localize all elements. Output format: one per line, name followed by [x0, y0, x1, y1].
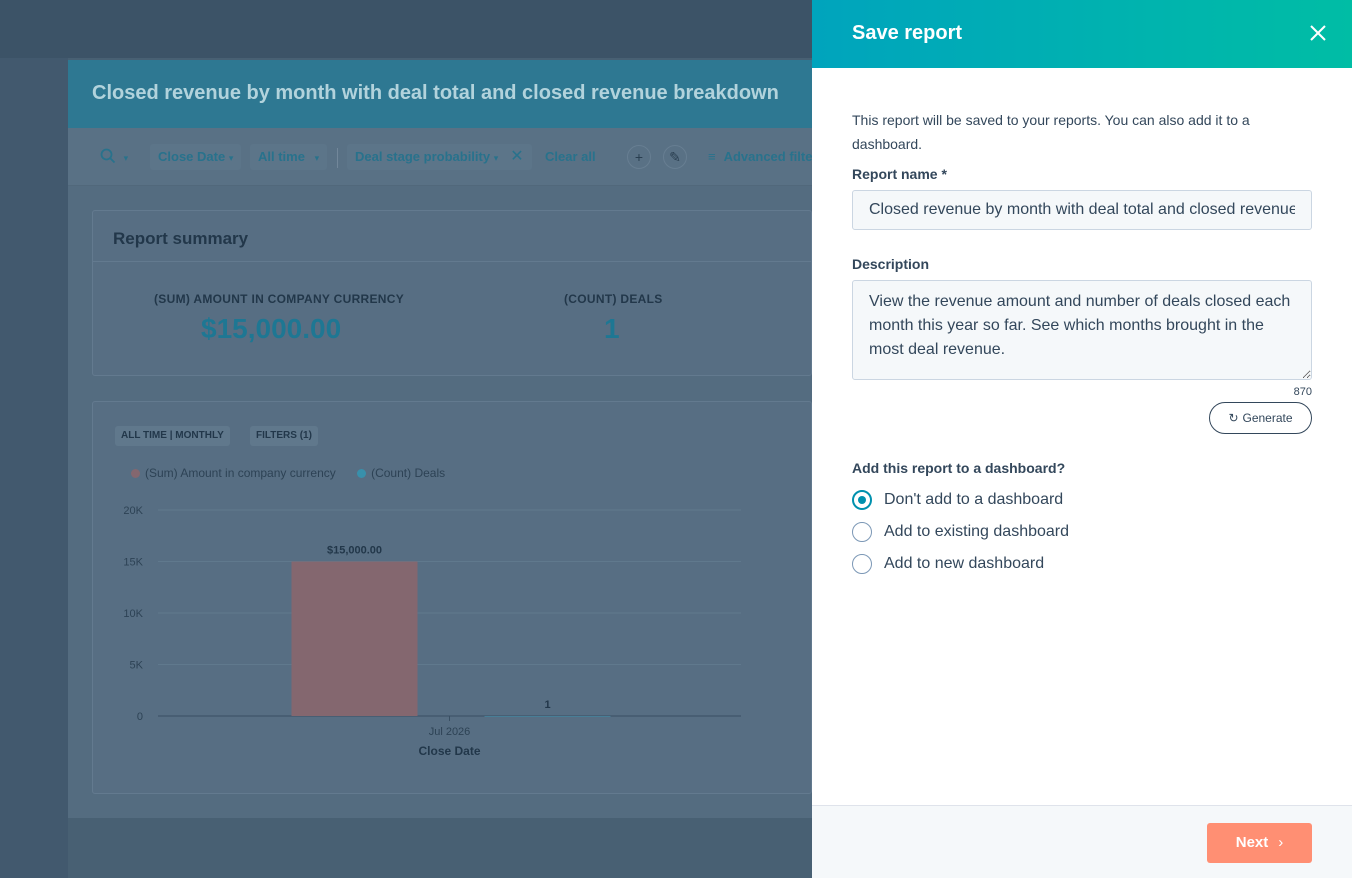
- legend-label-deals: (Count) Deals: [371, 466, 446, 480]
- close-date-label: Close Date: [158, 149, 226, 164]
- left-sidebar: [0, 58, 68, 878]
- generate-label: Generate: [1242, 411, 1293, 425]
- legend-item-deals: (Count) Deals: [357, 466, 445, 480]
- legend-dot-amount: [131, 469, 140, 478]
- refresh-icon: ↻: [1228, 411, 1239, 425]
- generate-button[interactable]: ↻ Generate: [1209, 402, 1312, 434]
- advanced-filters-label: Advanced filte: [723, 149, 813, 164]
- summary-divider: [93, 261, 811, 262]
- close-button[interactable]: [1306, 22, 1330, 46]
- radio-button[interactable]: [852, 554, 872, 574]
- radio-add-new[interactable]: Add to new dashboard: [852, 553, 1044, 575]
- y-tick-label: 15K: [123, 557, 143, 569]
- deal-stage-probability-filter[interactable]: Deal stage probability ▾ ✕: [347, 144, 532, 170]
- x-axis-label: Close Date: [418, 744, 480, 758]
- modal-overlay[interactable]: [0, 0, 812, 878]
- all-time-label: All time: [258, 149, 305, 164]
- chevron-right-icon: ›: [1278, 834, 1284, 851]
- panel-intro-text: This report will be saved to your report…: [852, 112, 1250, 152]
- bar-chart: 0 5K 10K 15K 20K Jul 2026 $15,000.00 1 Close Dat…: [123, 505, 741, 758]
- legend-label-amount: (Sum) Amount in company currency: [145, 466, 336, 480]
- editor-header: Closed revenue by month with deal total …: [68, 60, 812, 128]
- filter-bar: ▾ Close Date ▾ All time ▾ Deal stage pro…: [68, 128, 812, 186]
- chart-legend: (Sum) Amount in company currency (Count)…: [131, 466, 463, 480]
- filter-divider: [337, 148, 338, 168]
- y-tick-label: 20K: [123, 505, 143, 517]
- radio-label-dont-add: Don't add to a dashboard: [884, 491, 1064, 508]
- chart-tag-timeframe[interactable]: ALL TIME | MONTHLY: [115, 426, 230, 446]
- panel-header: Save report: [812, 0, 1352, 68]
- kpi-label-deals: (COUNT) DEALS: [564, 292, 663, 306]
- bar-deals: [484, 715, 611, 717]
- advanced-filters-button[interactable]: ≡ Advanced filte: [708, 144, 812, 170]
- legend-item-amount: (Sum) Amount in company currency: [131, 466, 336, 480]
- kpi-value-deals: 1: [604, 313, 620, 344]
- report-title: Closed revenue by month with deal total …: [92, 82, 779, 104]
- y-tick-label: 5K: [130, 660, 144, 672]
- y-tick-label: 0: [137, 711, 143, 723]
- legend-dot-deals: [357, 469, 367, 478]
- next-label: Next: [1235, 834, 1269, 851]
- radio-button[interactable]: [852, 522, 872, 542]
- edit-icon[interactable]: ✎: [663, 145, 687, 169]
- character-count: 870: [1293, 386, 1312, 398]
- y-tick-label: 10K: [123, 608, 143, 620]
- radio-add-existing[interactable]: Add to existing dashboard: [852, 521, 1069, 543]
- bar-amount: [291, 561, 418, 716]
- dashboard-question: Add this report to a dashboard?: [852, 460, 1066, 476]
- close-icon[interactable]: ✕: [510, 148, 524, 165]
- close-icon: [1310, 25, 1326, 41]
- panel-title: Save report: [852, 22, 963, 44]
- kpi-value-amount: $15,000.00: [201, 313, 342, 344]
- panel-footer: Next ›: [812, 805, 1352, 878]
- report-name-label: Report name *: [852, 166, 947, 182]
- report-summary-card: Report summary (SUM) AMOUNT IN COMPANY C…: [92, 210, 812, 376]
- description-textarea[interactable]: View the revenue amount and number of de…: [852, 280, 1312, 380]
- search-icon[interactable]: ▾: [100, 144, 128, 170]
- deal-stage-probability-label: Deal stage probability: [355, 149, 491, 164]
- radio-dont-add[interactable]: Don't add to a dashboard: [852, 489, 1063, 511]
- description-label: Description: [852, 256, 930, 272]
- next-button[interactable]: Next ›: [1207, 823, 1312, 863]
- kpi-label-amount: (SUM) AMOUNT IN COMPANY CURRENCY: [154, 292, 405, 306]
- chart-card: ALL TIME | MONTHLY FILTERS (1) (Sum) Amo…: [92, 401, 812, 794]
- save-report-panel: Save report This report will be saved to…: [812, 0, 1352, 878]
- summary-title: Report summary: [113, 229, 249, 248]
- report-name-input[interactable]: [852, 190, 1312, 230]
- filter-lines-icon: ≡: [708, 149, 716, 164]
- all-time-filter[interactable]: All time ▾: [250, 144, 328, 170]
- data-label-amount: $15,000.00: [327, 545, 382, 557]
- close-date-filter[interactable]: Close Date ▾: [150, 144, 242, 170]
- radio-label-add-existing: Add to existing dashboard: [884, 523, 1070, 540]
- x-tick-label: Jul 2026: [429, 726, 471, 738]
- clear-all-button[interactable]: Clear all: [545, 149, 596, 164]
- data-label-deals: 1: [544, 699, 550, 711]
- chart-tag-filters[interactable]: FILTERS (1): [250, 426, 318, 446]
- add-filter-icon[interactable]: +: [627, 145, 651, 169]
- radio-label-add-new: Add to new dashboard: [884, 555, 1045, 572]
- radio-button-selected[interactable]: [852, 490, 872, 510]
- report-editor: Closed revenue by month with deal total …: [68, 60, 812, 818]
